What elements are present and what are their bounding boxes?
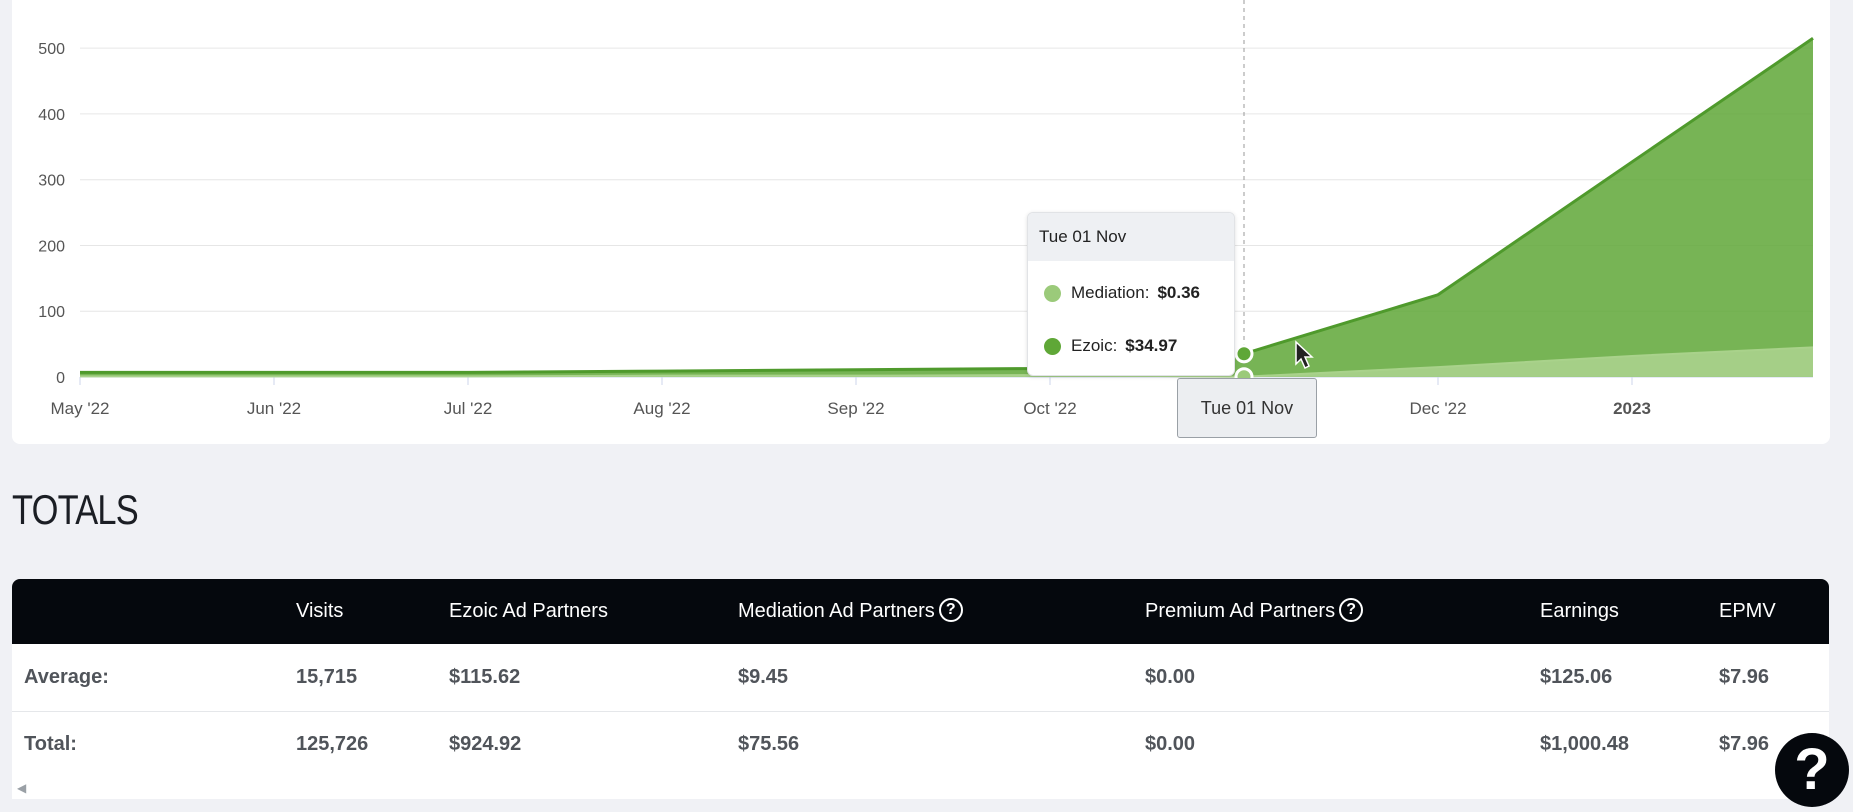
cell-mediation: $75.56: [738, 732, 800, 755]
x-tick-label: May '22: [51, 399, 110, 418]
tooltip-series-label: Ezoic:: [1071, 336, 1118, 355]
cell-mediation: $9.45: [738, 665, 789, 688]
tooltip-series-value: $0.36: [1157, 283, 1200, 302]
cell-epmv: $7.96: [1719, 665, 1770, 688]
x-tick-label: Aug '22: [633, 399, 690, 418]
totals-table: Visits Ezoic Ad Partners Mediation Ad Pa…: [12, 579, 1829, 777]
help-icon[interactable]: ?: [1339, 598, 1364, 623]
help-button[interactable]: ?: [1775, 733, 1849, 807]
x-tick-label: Jul '22: [444, 399, 493, 418]
legend-dot-icon: [1044, 285, 1061, 303]
series-area-mediation: [80, 347, 1813, 377]
x-tick-label: Jun '22: [247, 399, 301, 418]
cell-visits: 125,726: [296, 732, 369, 755]
legend-dot-icon: [1044, 338, 1061, 356]
cell-premium: $0.00: [1145, 732, 1196, 755]
cell-visits: 15,715: [296, 665, 358, 688]
crosshair-date-label: Tue 01 Nov: [1177, 378, 1317, 438]
y-tick-label: 200: [38, 238, 65, 255]
series-line-ezoic: [80, 37, 1814, 374]
tooltip-row-ezoic: Ezoic: $34.97: [1044, 336, 1177, 356]
y-tick-label: 400: [38, 107, 65, 124]
tooltip-date: Tue 01 Nov: [1028, 213, 1234, 261]
earnings-chart-panel: 0 100 200 300 400 500 May '22 Jun '22 Jul '22 Aug…: [12, 0, 1830, 444]
y-tick-label: 300: [38, 173, 65, 190]
table-row-total: Total: 125,726 $924.92 $75.56 $0.00 $1,0…: [12, 711, 1829, 777]
header-mediation-ad-partners[interactable]: Mediation Ad Partners?: [738, 579, 1145, 644]
series-area-ezoic: [80, 38, 1813, 377]
totals-heading: TOTALS: [12, 486, 139, 533]
hover-point-ezoic: [1234, 344, 1254, 364]
table-row-average: Average: 15,715 $115.62 $9.45 $0.00 $125…: [12, 644, 1829, 711]
chart-tooltip: Tue 01 Nov Mediation: $0.36 Ezoic: $34.97: [1027, 212, 1235, 376]
header-earnings[interactable]: Earnings: [1540, 600, 1619, 622]
header-ezoic-ad-partners[interactable]: Ezoic Ad Partners: [449, 600, 608, 622]
cell-earnings: $125.06: [1540, 665, 1613, 688]
y-tick-label: 0: [56, 370, 65, 387]
header-premium-ad-partners[interactable]: Premium Ad Partners?: [1145, 579, 1540, 644]
header-premium-label: Premium Ad Partners: [1145, 600, 1336, 622]
header-visits[interactable]: Visits: [296, 600, 344, 622]
header-mediation-label: Mediation Ad Partners: [738, 600, 935, 622]
x-tick-label: Sep '22: [827, 399, 884, 418]
cell-epmv: $7.96: [1719, 732, 1770, 755]
cell-premium: $0.00: [1145, 665, 1196, 688]
cell-earnings: $1,000.48: [1540, 732, 1629, 755]
tooltip-series-value: $34.97: [1125, 336, 1178, 355]
cell-ezoic: $924.92: [449, 732, 522, 755]
x-tick-label: 2023: [1613, 399, 1651, 418]
totals-table-header: Visits Ezoic Ad Partners Mediation Ad Pa…: [12, 579, 1829, 644]
x-tick-label: Dec '22: [1409, 399, 1466, 418]
scroll-left-arrow-icon[interactable]: ◀: [17, 781, 27, 795]
mouse-pointer-icon: [1295, 340, 1314, 370]
series-line-mediation: [80, 346, 1814, 378]
row-label: Total:: [24, 732, 77, 755]
help-icon[interactable]: ?: [938, 598, 963, 623]
row-label: Average:: [24, 665, 109, 688]
cell-ezoic: $115.62: [449, 665, 521, 688]
y-tick-label: 500: [38, 41, 65, 58]
tooltip-row-mediation: Mediation: $0.36: [1044, 283, 1200, 303]
totals-table-container: Visits Ezoic Ad Partners Mediation Ad Pa…: [12, 579, 1829, 799]
header-empty: [12, 579, 296, 644]
y-tick-label: 100: [38, 304, 65, 321]
earnings-area-chart[interactable]: 0 100 200 300 400 500 May '22 Jun '22 Jul '22 Aug…: [12, 0, 1830, 444]
header-epmv[interactable]: EPMV: [1719, 600, 1776, 622]
tooltip-series-label: Mediation:: [1071, 283, 1150, 302]
x-tick-label: Oct '22: [1023, 399, 1076, 418]
